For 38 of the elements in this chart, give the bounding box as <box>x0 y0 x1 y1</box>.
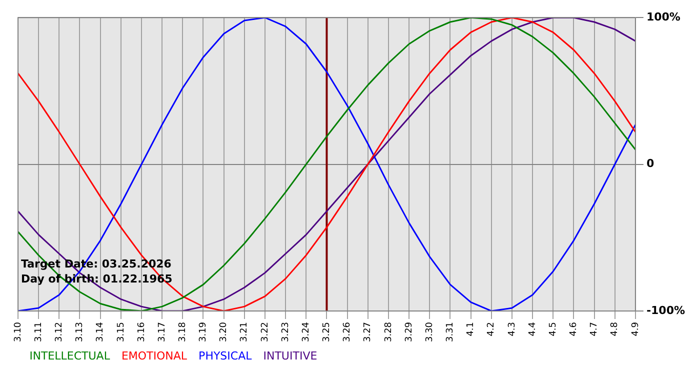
x-tick-label: 4.3 <box>507 322 518 336</box>
x-tick-label: 4.5 <box>548 322 558 336</box>
x-tick-label: 3.31 <box>446 322 456 342</box>
x-tick-label: 3.30 <box>424 322 435 342</box>
x-tick-label: 3.16 <box>136 322 147 342</box>
y-tick-label: 100% <box>646 10 680 24</box>
x-tick-label: 3.15 <box>116 322 126 342</box>
x-tick-label: 3.20 <box>219 322 230 342</box>
x-tick-label: 3.26 <box>342 322 353 342</box>
x-tick-label: 3.23 <box>280 322 291 342</box>
y-tick-label: -100% <box>646 304 686 317</box>
x-tick-label: 3.28 <box>384 322 394 342</box>
x-tick-label: 4.4 <box>528 322 538 336</box>
text: EMOTIONAL <box>121 349 188 362</box>
x-tick-label: 3.27 <box>363 322 374 342</box>
x-tick-label: 3.22 <box>260 322 270 342</box>
x-tick-label: 3.29 <box>404 322 414 342</box>
x-tick-label: 3.25 <box>322 322 332 342</box>
x-tick-label: 3.24 <box>301 322 312 342</box>
x-tick-label: 4.2 <box>486 322 497 336</box>
x-tick-label: 3.11 <box>34 322 44 342</box>
x-tick-label: 3.10 <box>13 322 24 342</box>
x-tick-label: 3.17 <box>157 322 168 342</box>
text: INTELLECTUAL <box>30 349 111 362</box>
x-tick-label: 3.18 <box>178 322 188 342</box>
x-tick-label: 4.9 <box>630 322 641 336</box>
y-tick-label: 0 <box>646 157 654 170</box>
x-tick-label: 4.6 <box>569 322 580 336</box>
text: PHYSICAL <box>198 349 253 362</box>
x-tick-label: 3.12 <box>54 322 65 342</box>
x-tick-label: 3.13 <box>75 322 86 342</box>
x-tick-label: 4.8 <box>610 322 620 336</box>
text: INTUITIVE <box>263 349 318 362</box>
x-tick-label: 3.21 <box>240 322 250 342</box>
x-tick-label: 4.7 <box>590 322 600 336</box>
x-tick-label: 3.14 <box>96 322 106 342</box>
x-tick-label: 3.19 <box>198 322 209 342</box>
x-tick-label: 4.1 <box>466 322 476 336</box>
